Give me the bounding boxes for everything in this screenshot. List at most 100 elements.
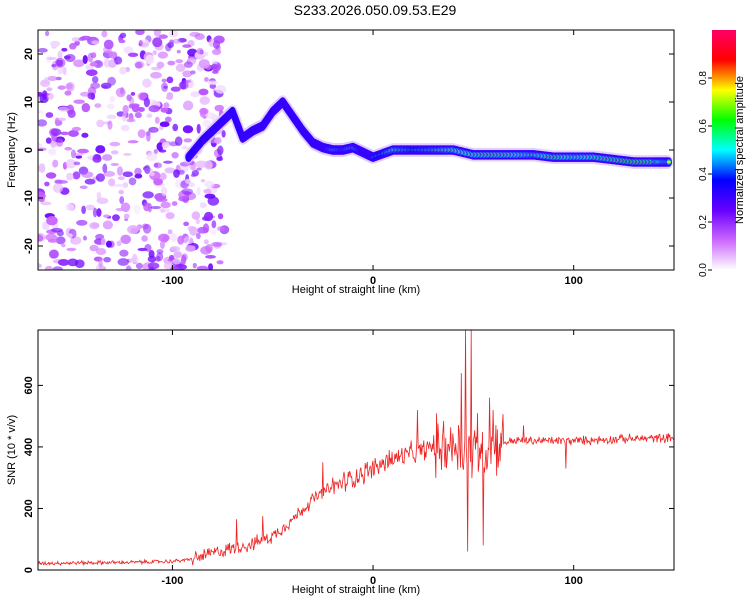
noise-blob — [44, 181, 50, 187]
noise-blob — [171, 151, 179, 159]
noise-blob — [150, 71, 162, 79]
noise-blob — [38, 143, 43, 147]
spectrogram-noise-blobs — [38, 30, 230, 270]
noise-blob — [204, 180, 215, 189]
noise-blob — [202, 223, 210, 234]
noise-blob — [149, 172, 155, 177]
noise-blob — [205, 112, 216, 119]
noise-blob — [145, 54, 155, 65]
y-tick-label: -20 — [23, 238, 35, 254]
noise-blob — [160, 107, 169, 113]
noise-blob — [167, 60, 176, 66]
noise-blob — [105, 240, 113, 248]
noise-blob — [114, 56, 123, 65]
noise-blob — [159, 121, 170, 128]
noise-blob — [156, 197, 168, 203]
noise-blob — [175, 59, 184, 64]
noise-blob — [45, 137, 52, 144]
noise-blob — [122, 112, 127, 122]
noise-blob — [95, 233, 105, 241]
noise-blob — [146, 152, 158, 162]
snr-y-label: SNR (10 * v/v) — [6, 415, 18, 485]
noise-blob — [61, 47, 68, 52]
noise-blob — [118, 189, 124, 195]
noise-blob — [152, 105, 159, 110]
snr-x-label: Height of straight line (km) — [292, 584, 420, 596]
noise-blob — [183, 138, 193, 143]
noise-blob — [55, 236, 66, 245]
noise-blob — [163, 160, 173, 164]
noise-blob — [208, 263, 214, 270]
spectrogram-x-label: Height of straight line (km) — [292, 284, 420, 296]
noise-blob — [183, 221, 190, 227]
noise-blob — [175, 63, 186, 72]
noise-blob — [38, 234, 44, 242]
noise-blob — [192, 262, 197, 269]
noise-blob — [73, 161, 81, 166]
snr-y-ticks: 0 200 400 600 — [23, 376, 674, 573]
x-tick-label: 0 — [370, 275, 376, 287]
noise-blob — [64, 90, 72, 96]
noise-blob — [153, 178, 164, 186]
noise-blob — [57, 50, 63, 61]
noise-blob — [116, 166, 124, 176]
noise-blob — [48, 249, 59, 259]
noise-blob — [148, 266, 155, 270]
noise-blob — [81, 171, 94, 179]
noise-blob — [152, 128, 157, 133]
noise-blob — [174, 136, 183, 147]
noise-blob — [189, 226, 198, 236]
noise-blob — [39, 94, 49, 104]
noise-blob — [164, 167, 176, 174]
noise-blob — [196, 47, 204, 55]
noise-blob — [47, 76, 58, 81]
noise-blob — [119, 249, 129, 257]
noise-blob — [52, 159, 59, 168]
noise-blob — [161, 78, 167, 83]
noise-blob — [103, 256, 112, 263]
noise-blob — [103, 214, 110, 218]
noise-blob — [198, 59, 210, 69]
noise-blob — [98, 258, 103, 268]
noise-blob — [115, 87, 126, 98]
spectrogram-marks — [38, 30, 674, 270]
noise-blob — [182, 44, 192, 48]
noise-blob — [216, 226, 225, 232]
noise-blob — [137, 129, 146, 139]
noise-blob — [95, 173, 105, 182]
noise-blob — [160, 208, 165, 213]
y-tick-label: 0 — [23, 147, 35, 153]
noise-blob — [159, 240, 165, 250]
noise-blob — [130, 92, 136, 96]
noise-blob — [96, 208, 102, 217]
noise-blob — [190, 91, 200, 98]
noise-blob — [185, 178, 191, 184]
noise-blob — [95, 247, 107, 256]
noise-blob — [140, 39, 150, 49]
snr-series-line — [38, 330, 674, 567]
noise-blob — [150, 205, 162, 210]
noise-blob — [161, 142, 170, 149]
noise-blob — [85, 69, 98, 76]
noise-blob — [182, 79, 192, 84]
noise-blob — [40, 201, 52, 206]
colorbar-tick-label: 0.6 — [698, 119, 709, 133]
noise-blob — [203, 211, 214, 222]
snr-panel: -100 0 100 0 200 400 600 Height of straight l… — [6, 329, 675, 596]
noise-blob — [101, 30, 108, 38]
noise-blob — [81, 205, 86, 215]
noise-blob — [170, 86, 181, 92]
noise-blob — [144, 164, 151, 175]
noise-blob — [94, 103, 102, 108]
noise-blob — [216, 156, 224, 162]
noise-blob — [152, 37, 163, 48]
noise-blob — [52, 183, 64, 193]
noise-blob — [85, 204, 95, 211]
x-tick-label: -100 — [161, 275, 183, 287]
y-tick-label: 10 — [23, 96, 35, 108]
noise-blob — [199, 96, 210, 105]
noise-blob — [50, 40, 61, 47]
noise-blob — [182, 70, 193, 78]
